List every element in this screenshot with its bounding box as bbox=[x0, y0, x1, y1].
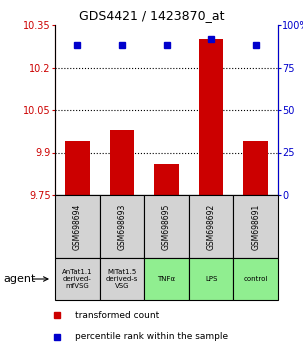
Text: GSM698695: GSM698695 bbox=[162, 203, 171, 250]
Bar bbox=[233, 195, 278, 258]
Text: percentile rank within the sample: percentile rank within the sample bbox=[75, 332, 228, 341]
Bar bbox=[189, 258, 233, 300]
Text: MiTat1.5
derived-s
VSG: MiTat1.5 derived-s VSG bbox=[106, 269, 138, 289]
Text: TNFα: TNFα bbox=[158, 276, 175, 282]
Bar bbox=[154, 164, 179, 195]
Text: agent: agent bbox=[3, 274, 35, 284]
Bar bbox=[189, 195, 233, 258]
Bar bbox=[65, 141, 90, 195]
Text: control: control bbox=[244, 276, 268, 282]
Bar bbox=[144, 258, 189, 300]
Text: AnTat1.1
derived-
mfVSG: AnTat1.1 derived- mfVSG bbox=[62, 269, 93, 289]
Bar bbox=[110, 130, 134, 195]
Bar bbox=[55, 195, 100, 258]
Text: transformed count: transformed count bbox=[75, 311, 159, 320]
Bar bbox=[233, 258, 278, 300]
Bar bbox=[144, 195, 189, 258]
Text: GSM698694: GSM698694 bbox=[73, 203, 82, 250]
Bar bbox=[100, 195, 144, 258]
Text: GDS4421 / 1423870_at: GDS4421 / 1423870_at bbox=[79, 9, 224, 22]
Bar bbox=[55, 258, 100, 300]
Text: GSM698692: GSM698692 bbox=[207, 204, 216, 250]
Text: LPS: LPS bbox=[205, 276, 217, 282]
Bar bbox=[243, 141, 268, 195]
Text: GSM698693: GSM698693 bbox=[117, 203, 126, 250]
Bar bbox=[199, 39, 223, 195]
Text: GSM698691: GSM698691 bbox=[251, 204, 260, 250]
Bar bbox=[100, 258, 144, 300]
